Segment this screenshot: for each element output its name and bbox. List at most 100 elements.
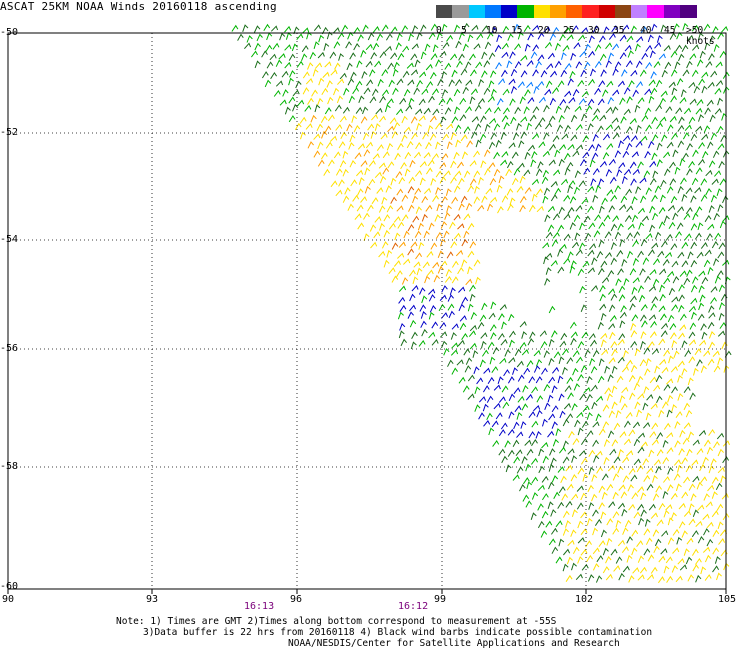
wind-barb [549,448,556,456]
wind-barb [632,239,639,247]
wind-barb [418,242,425,250]
wind-barb [423,187,432,195]
wind-barb [390,26,398,34]
wind-barb [558,486,566,494]
wind-barb [608,33,616,40]
wind-barb [465,79,473,86]
wind-barb [612,491,619,500]
wind-barb [604,251,612,259]
wind-barb [512,132,520,140]
wind-barb [677,558,685,565]
wind-barb [594,518,602,526]
wind-barb [591,152,599,160]
wind-barb [609,314,617,322]
wind-barb [412,276,419,285]
wind-barb [488,312,496,320]
wind-barb [338,53,344,61]
wind-barb [476,33,484,40]
wind-barb [659,97,666,106]
wind-barb [708,53,715,61]
wind-barb [307,97,314,105]
wind-barb [571,509,578,517]
wind-barb [642,402,649,411]
wind-barb [590,178,597,186]
wind-barb [717,330,726,337]
wind-barb [640,135,648,143]
wind-barb [322,71,330,78]
wind-barb [535,168,543,176]
wind-barb [650,87,658,95]
wind-barb [647,554,655,562]
wind-barb [645,412,652,421]
wind-barb [541,176,549,184]
wind-barb [446,34,454,42]
wind-barb [621,546,629,554]
wind-barb [548,463,555,472]
wind-barb [636,36,644,43]
wind-barb [625,188,632,196]
wind-barb [423,107,431,115]
wind-barb [634,43,641,52]
wind-barb [400,161,407,170]
wind-barb [371,88,379,96]
wind-barb [648,140,655,149]
wind-barb [575,204,583,212]
wind-barb [450,53,458,61]
wind-barb [430,53,438,60]
wind-barb [645,187,652,195]
wind-barb [579,393,587,401]
wind-barb [416,267,423,276]
wind-barb [602,404,610,412]
wind-barb [371,197,379,205]
wind-barb [667,537,675,545]
wind-barb [681,491,689,499]
wind-barb [429,71,437,80]
wind-barb [590,384,598,392]
wind-barb [348,95,355,104]
wind-barb [425,63,433,71]
wind-barb [716,432,725,440]
wind-barb [715,61,723,68]
wind-barb [538,117,546,125]
wind-barb [670,492,678,500]
wind-barb [469,241,477,249]
wind-barb [495,412,503,420]
wind-barb [463,213,471,221]
wind-barb [521,331,528,339]
wind-barb [572,367,579,376]
wind-barb [559,446,567,454]
wind-barb [455,78,462,86]
wind-barb [275,80,284,87]
wind-barb [592,194,599,203]
wind-barb [664,168,671,176]
wind-barb [579,450,587,457]
wind-barb [538,96,546,104]
wind-barb [655,374,663,383]
wind-barb [420,24,427,32]
wind-barb [617,465,624,474]
wind-barb [263,23,271,31]
wind-barb [550,527,558,535]
wind-barb [378,250,386,258]
wind-barb [455,139,462,148]
wind-barb [586,554,594,563]
wind-barb [333,87,340,96]
wind-barb [582,134,590,143]
wind-barb [511,177,519,186]
wind-barb [410,53,418,61]
wind-barb [463,348,471,356]
wind-barb [671,304,679,311]
wind-barb [637,432,645,439]
wind-barb [665,556,673,564]
wind-barb [683,548,690,556]
wind-barb [717,143,725,150]
wind-barb [435,141,441,150]
lat-label-52: -52 [0,127,19,138]
wind-barb [421,213,428,222]
wind-barb [293,26,300,35]
wind-barb [412,215,420,223]
wind-barb [624,519,632,528]
wind-barb [285,32,292,40]
wind-barb [718,160,725,169]
wind-barb [643,421,651,429]
